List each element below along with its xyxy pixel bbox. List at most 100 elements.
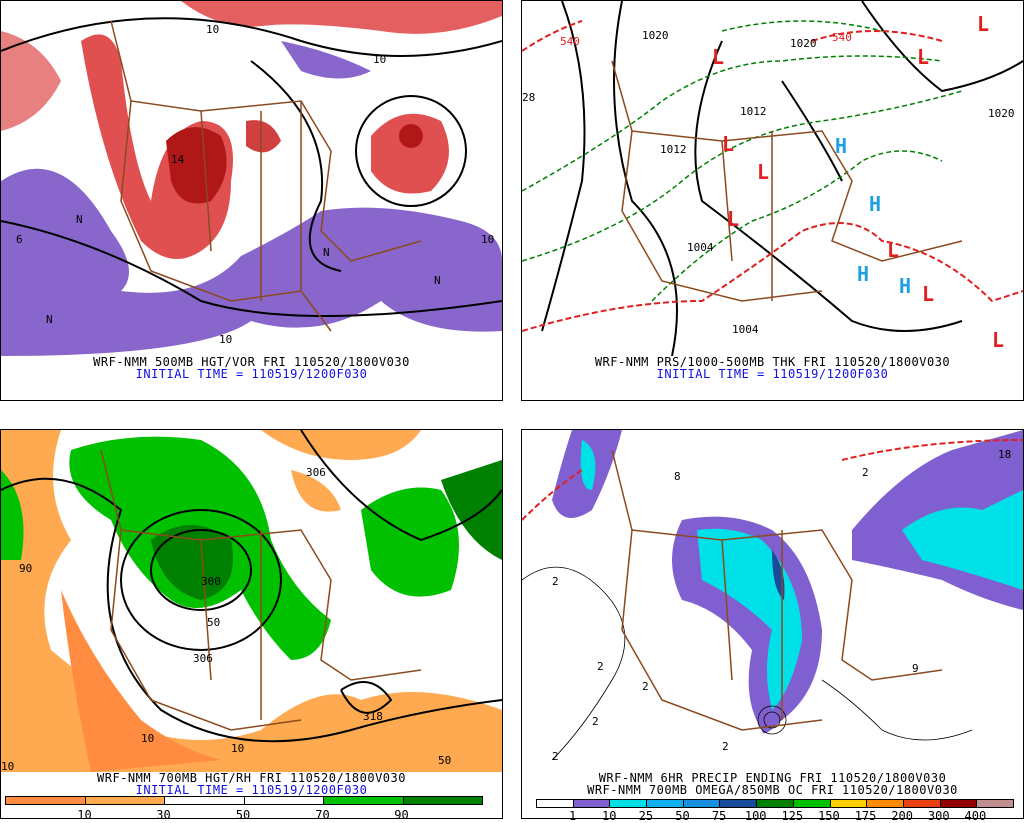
vorticity-map: 10 14 10 N N N 10 6 N 10: [1, 1, 502, 356]
low-marker: L: [727, 207, 739, 231]
contour-label: 2: [722, 740, 729, 753]
contour-label: 9: [912, 662, 919, 675]
contour-label: 306: [306, 466, 326, 479]
colorbar-swatch: [165, 797, 245, 804]
colorbar-tick: 30: [156, 808, 171, 822]
contour-label: 1012: [740, 105, 767, 118]
contour-label: 1020: [988, 107, 1015, 120]
contour-label: 14: [171, 153, 185, 166]
contour-label: 90: [19, 562, 32, 575]
contour-label: 1012: [660, 143, 687, 156]
contour-label: 1004: [687, 241, 714, 254]
rh-colorbar: [5, 796, 483, 805]
contour-label: 18: [998, 448, 1011, 461]
contour-label: 10: [373, 53, 386, 66]
very-dry-region: [61, 590, 221, 772]
colorbar-swatch: [793, 800, 831, 807]
colorbar-tick: 1: [568, 809, 577, 823]
colorbar-tick: 10: [77, 808, 92, 822]
contour-label: 10: [1, 760, 14, 772]
precip-map: 2 2 2 2 8 18 2 9 2 2: [522, 430, 1023, 772]
colorbar-swatch: [647, 800, 684, 807]
saturated-region-east: [441, 460, 502, 560]
low-marker: L: [757, 160, 769, 184]
colorbar-swatch: [830, 800, 868, 807]
panel-title: WRF-NMM 700MB HGT/RH FRI 110520/1800V030: [97, 771, 406, 785]
vorticity-positive-east: [371, 113, 449, 194]
low-marker: L: [712, 45, 724, 69]
contour-label: 2: [862, 466, 869, 479]
contour-label: 540: [832, 31, 852, 44]
vorticity-negative-region: [1, 168, 502, 356]
colorbar-swatch: [903, 800, 941, 807]
contour-label: 2: [552, 750, 559, 763]
vorticity-negative-region-north: [281, 41, 371, 79]
contour-label: N: [323, 246, 330, 259]
high-marker: H: [835, 134, 847, 158]
colorbar-tick: 25: [638, 809, 654, 823]
contour-label: 1004: [732, 323, 759, 336]
colorbar-tick: 90: [394, 808, 409, 822]
low-marker: L: [922, 282, 934, 306]
vorticity-positive-west: [1, 31, 61, 131]
colorbar-swatch: [977, 800, 1013, 807]
high-marker: H: [857, 262, 869, 286]
contour-label: N: [76, 213, 83, 226]
precip-panel: 2 2 2 2 8 18 2 9 2 2 WRF-NMM 6HR PRECIP …: [521, 429, 1024, 823]
vorticity-positive-core: [166, 127, 227, 204]
colorbar-tick: 75: [711, 809, 727, 823]
contour-label: 2: [552, 575, 559, 588]
low-marker: L: [722, 132, 734, 156]
pressure-panel: 1020 1020 1012 1012 1004 1004 1020 540 5…: [521, 0, 1024, 401]
colorbar-tick: 70: [315, 808, 330, 822]
vorticity-positive-north: [181, 1, 502, 34]
panel-title: WRF-NMM 6HR PRECIP ENDING FRI 110520/180…: [598, 771, 947, 785]
moist-region-west: [1, 470, 24, 560]
colorbar-tick: 125: [781, 809, 804, 823]
colorbar-swatch: [537, 800, 574, 807]
vorticity-panel: 10 14 10 N N N 10 6 N 10 WRF-NMM 500MB H…: [0, 0, 503, 401]
low-marker: L: [917, 45, 929, 69]
dry-region-north: [261, 430, 421, 460]
colorbar-tick: 200: [891, 809, 913, 823]
colorbar-swatch: [720, 800, 758, 807]
high-marker: H: [869, 192, 881, 216]
vorticity-positive-east-core: [399, 124, 423, 148]
contour-label: 300: [201, 575, 221, 588]
colorbar-tick: 50: [675, 809, 690, 823]
contour-label: 10: [481, 233, 494, 246]
colorbar-tick: 400: [964, 809, 987, 823]
colorbar-swatch: [940, 800, 978, 807]
colorbar-swatch: [683, 800, 721, 807]
humidity-map: 306 300 306 318 50 90 10 10 10 50: [1, 430, 502, 772]
colorbar-tick: 10: [601, 809, 617, 823]
colorbar-swatch: [757, 800, 794, 807]
contour-label: 10: [206, 23, 219, 36]
contour-label: 28: [522, 91, 535, 104]
contour-label: N: [46, 313, 53, 326]
contour-label: 2: [592, 715, 599, 728]
saturated-region-central: [151, 525, 233, 600]
contour-label: 50: [438, 754, 451, 767]
precip-colorbar: [536, 799, 1014, 808]
colorbar-swatch: [244, 797, 324, 804]
low-marker: L: [977, 12, 989, 36]
contour-label: 10: [141, 732, 154, 745]
contour-label: 1020: [642, 29, 669, 42]
panel-title: WRF-NMM 500MB HGT/VOR FRI 110520/1800V03…: [93, 355, 410, 369]
colorbar-swatch: [573, 800, 611, 807]
low-marker: L: [992, 328, 1004, 352]
contour-label: 1020: [790, 37, 817, 50]
contour-label: 318: [363, 710, 383, 723]
contour-label: 10: [219, 333, 232, 346]
colorbar-tick: 50: [235, 808, 251, 822]
contour-label: 6: [16, 233, 23, 246]
colorbar-tick: 100: [744, 809, 767, 823]
moist-region-east: [361, 487, 459, 597]
contour-label: 2: [597, 660, 604, 673]
contour-label: 540: [560, 35, 580, 48]
colorbar-tick: 150: [818, 809, 840, 823]
initial-time: INITIAL TIME = 110519/1200F030: [135, 783, 368, 797]
contour-label: 2: [642, 680, 649, 693]
contour-label: N: [434, 274, 441, 287]
